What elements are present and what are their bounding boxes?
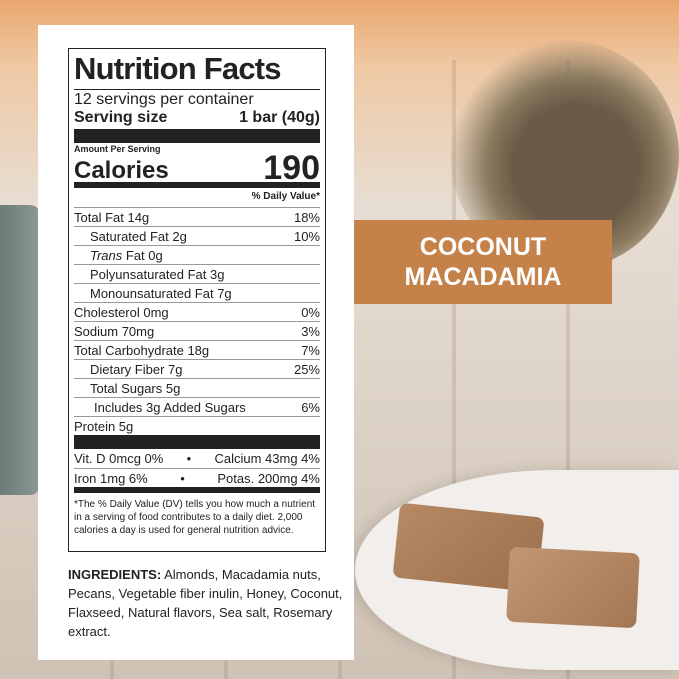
nutrient-dv: 0% bbox=[301, 305, 320, 320]
nutrient-row: Trans Fat 0g bbox=[74, 245, 320, 264]
nutrient-row: Cholesterol 0mg 0% bbox=[74, 302, 320, 321]
flavor-banner: COCONUT MACADAMIA bbox=[354, 220, 612, 304]
nutrient-row: Protein 5g bbox=[74, 416, 320, 435]
serving-size-value: 1 bar (40g) bbox=[239, 109, 320, 126]
nutrient-row: Total Fat 14g 18% bbox=[74, 207, 320, 226]
nutrient-name: Polyunsaturated Fat 3g bbox=[90, 267, 225, 282]
calories-value: 190 bbox=[263, 149, 320, 187]
bullet: • bbox=[186, 451, 192, 466]
nutrient-name: Total Carbohydrate 18g bbox=[74, 343, 210, 358]
iron: Iron 1mg 6% bbox=[74, 471, 148, 486]
nutrient-row: Dietary Fiber 7g 25% bbox=[74, 359, 320, 378]
nutrient-row: Total Sugars 5g bbox=[74, 378, 320, 397]
nutrient-row: Sodium 70mg 3% bbox=[74, 321, 320, 340]
nutrient-name: Trans Fat 0g bbox=[90, 248, 163, 263]
calories: Calories 190 bbox=[74, 151, 320, 185]
nutrient-name: Protein 5g bbox=[74, 419, 134, 434]
dv-header: % Daily Value* bbox=[251, 191, 320, 202]
ingredients: INGREDIENTS: Almonds, Macadamia nuts, Pe… bbox=[68, 565, 348, 641]
serving-size: Serving size 1 bar (40g) bbox=[74, 109, 320, 127]
nutrition-title: Nutrition Facts bbox=[74, 51, 282, 86]
snack-bar bbox=[506, 546, 640, 629]
potassium: Potas. 200mg 4% bbox=[217, 471, 320, 486]
nutrient-name: Total Fat 14g bbox=[74, 210, 150, 225]
mug bbox=[0, 205, 40, 495]
nutrient-dv: 25% bbox=[293, 362, 320, 377]
nutrient-name: Dietary Fiber 7g bbox=[90, 362, 183, 377]
nutrient-name: Total Sugars 5g bbox=[90, 381, 181, 396]
vit-d: Vit. D 0mcg 0% bbox=[74, 451, 164, 466]
divider bbox=[74, 182, 320, 188]
nutrient-row: Includes 3g Added Sugars 6% bbox=[74, 397, 320, 416]
flavor-line1: COCONUT bbox=[419, 233, 547, 261]
nutrient-name: Monounsaturated Fat 7g bbox=[90, 286, 232, 301]
serving-size-label: Serving size bbox=[74, 109, 168, 126]
nutrient-dv: 7% bbox=[301, 343, 320, 358]
nutrient-dv: 3% bbox=[301, 324, 320, 339]
ingredients-label: INGREDIENTS: bbox=[68, 567, 162, 582]
amount-per-serving: Amount Per Serving bbox=[74, 144, 161, 154]
divider bbox=[74, 129, 320, 143]
nutrient-dv: 6% bbox=[301, 400, 320, 415]
divider bbox=[74, 89, 320, 90]
divider bbox=[74, 487, 320, 493]
nutrient-row: Monounsaturated Fat 7g bbox=[74, 283, 320, 302]
flavor-line2: MACADAMIA bbox=[404, 263, 562, 291]
divider bbox=[74, 435, 320, 449]
nutrient-name: Includes 3g Added Sugars bbox=[94, 400, 246, 415]
nutrient-name: Saturated Fat 2g bbox=[90, 229, 187, 244]
nutrition-facts-label: Nutrition Facts 12 servings per containe… bbox=[68, 48, 326, 552]
nutrient-name: Cholesterol 0mg bbox=[74, 305, 169, 320]
vitamin-row: Vit. D 0mcg 0% • Calcium 43mg 4% bbox=[74, 449, 320, 468]
nutrient-row: Total Carbohydrate 18g 7% bbox=[74, 340, 320, 359]
bullet: • bbox=[180, 471, 185, 486]
nutrient-rows: Total Fat 14g 18% Saturated Fat 2g 10% Trans… bbox=[74, 207, 320, 435]
calcium: Calcium 43mg 4% bbox=[214, 451, 320, 466]
nutrient-row: Saturated Fat 2g 10% bbox=[74, 226, 320, 245]
servings: 12 servings per container bbox=[74, 91, 254, 108]
nutrient-name: Sodium 70mg bbox=[74, 324, 155, 339]
ingredients-text: Almonds, Macadamia nuts, Pecans, Vegetab… bbox=[68, 567, 343, 639]
nutrient-dv: 10% bbox=[293, 229, 320, 244]
nutrient-row: Polyunsaturated Fat 3g bbox=[74, 264, 320, 283]
nutrient-dv: 18% bbox=[293, 210, 320, 225]
footnote: *The % Daily Value (DV) tells you how mu… bbox=[74, 499, 316, 536]
mineral-row: Iron 1mg 6% • Potas. 200mg 4% bbox=[74, 468, 320, 487]
calories-label: Calories bbox=[74, 157, 169, 184]
